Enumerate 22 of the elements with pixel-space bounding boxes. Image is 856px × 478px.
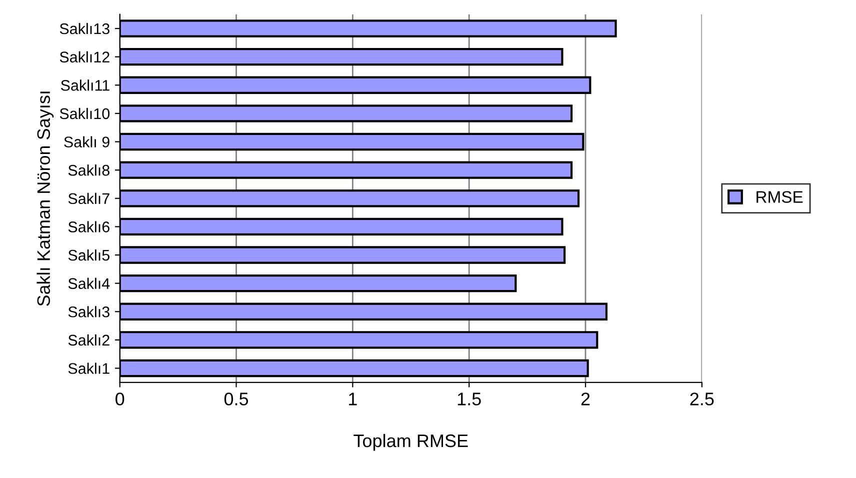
- y-tick-label: Saklı5: [68, 249, 110, 261]
- y-tick-label: Saklı2: [68, 334, 110, 346]
- y-tick-label: Saklı13: [60, 22, 110, 34]
- y-axis-title: Saklı Katman Nöron Sayısı: [36, 92, 54, 306]
- x-axis-title: Toplam RMSE: [354, 434, 468, 451]
- y-tick-label: Saklı3: [68, 306, 110, 318]
- x-tick-label: 0.5: [224, 392, 248, 406]
- y-tick-label: Saklı11: [60, 80, 110, 91]
- x-tick-label: 0: [116, 392, 124, 406]
- y-tick-label: Saklı 9: [64, 136, 110, 148]
- y-tick-label: Saklı8: [68, 164, 110, 176]
- x-tick-label: 1.5: [458, 392, 481, 406]
- y-tick-label: Saklı10: [60, 108, 110, 120]
- x-tick-label: 2: [581, 392, 590, 406]
- x-tick-label: 2.5: [690, 392, 714, 406]
- y-tick-label: Saklı4: [68, 278, 110, 289]
- y-tick-label: Saklı7: [68, 192, 110, 204]
- x-tick-label: 1: [349, 392, 357, 406]
- y-tick-label: Saklı1: [68, 362, 110, 374]
- legend-label: RMSE: [756, 191, 803, 203]
- y-tick-label: Saklı6: [68, 221, 110, 232]
- y-tick-label: Saklı12: [60, 51, 110, 62]
